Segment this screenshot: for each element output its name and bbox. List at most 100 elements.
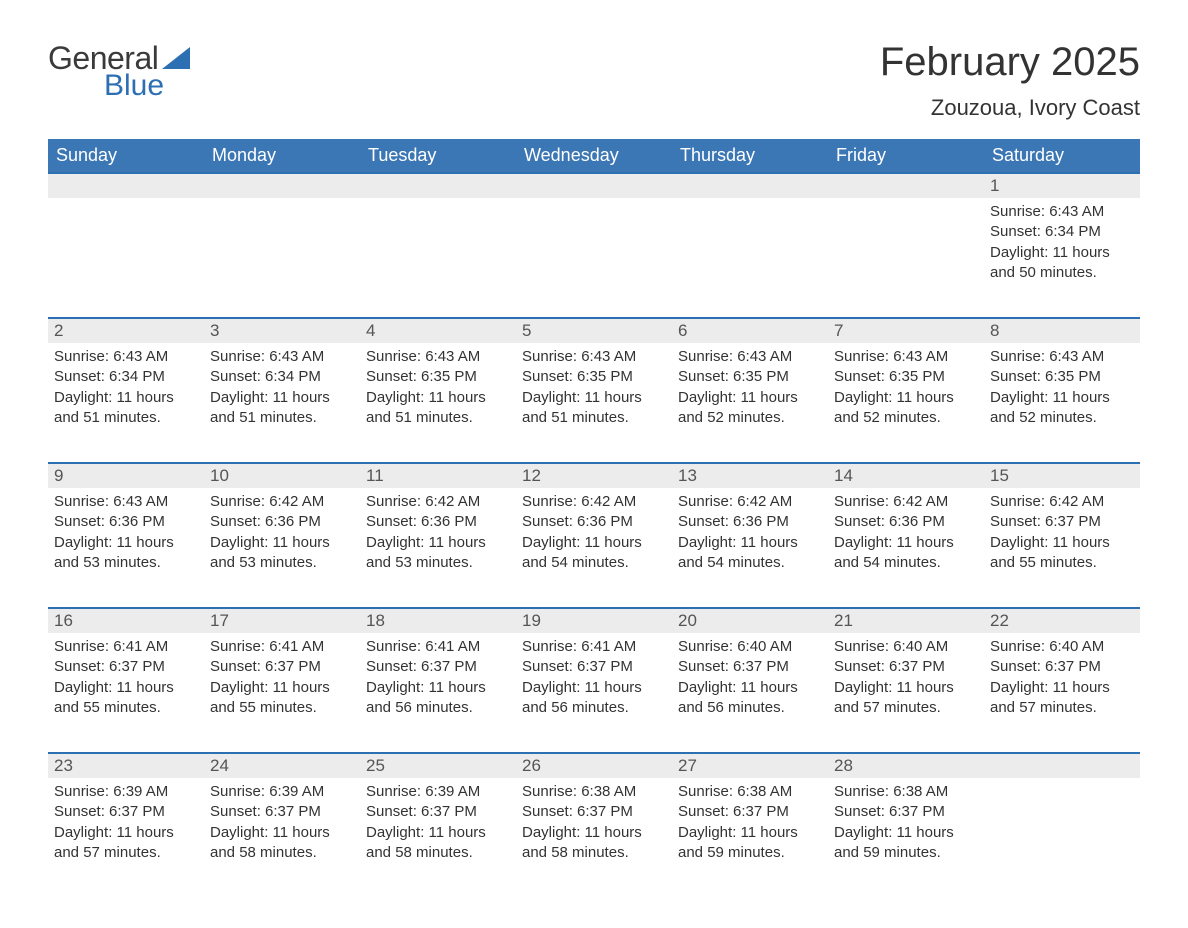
- day-cell: [204, 198, 360, 308]
- day-number-cell: 8: [984, 318, 1140, 343]
- day-data-row: Sunrise: 6:39 AMSunset: 6:37 PMDaylight:…: [48, 778, 1140, 888]
- day-cell: Sunrise: 6:42 AMSunset: 6:36 PMDaylight:…: [672, 488, 828, 598]
- day-number: 15: [984, 464, 1140, 488]
- sunrise-text: Sunrise: 6:41 AM: [366, 637, 510, 657]
- day-data-row: Sunrise: 6:43 AMSunset: 6:34 PMDaylight:…: [48, 343, 1140, 453]
- logo-triangle-icon: [162, 47, 190, 74]
- sunrise-text: Sunrise: 6:40 AM: [678, 637, 822, 657]
- daylight-text: Daylight: 11 hours and 53 minutes.: [366, 533, 510, 574]
- day-number: [672, 174, 828, 196]
- day-number: 2: [48, 319, 204, 343]
- day-number: [516, 174, 672, 196]
- sunrise-text: Sunrise: 6:39 AM: [366, 782, 510, 802]
- day-number-cell: 23: [48, 753, 204, 778]
- day-cell: Sunrise: 6:43 AMSunset: 6:35 PMDaylight:…: [828, 343, 984, 453]
- day-number: 4: [360, 319, 516, 343]
- day-cell: Sunrise: 6:43 AMSunset: 6:34 PMDaylight:…: [48, 343, 204, 453]
- logo-text-blue: Blue: [104, 69, 164, 103]
- day-data: Sunrise: 6:42 AMSunset: 6:36 PMDaylight:…: [828, 488, 984, 579]
- day-number-cell: 25: [360, 753, 516, 778]
- daynum-row: 232425262728: [48, 753, 1140, 778]
- day-cell: Sunrise: 6:42 AMSunset: 6:36 PMDaylight:…: [516, 488, 672, 598]
- sunrise-text: Sunrise: 6:41 AM: [210, 637, 354, 657]
- week-separator: [48, 598, 1140, 608]
- day-number: 1: [984, 174, 1140, 198]
- day-cell: [48, 198, 204, 308]
- day-data: Sunrise: 6:41 AMSunset: 6:37 PMDaylight:…: [48, 633, 204, 724]
- day-cell: Sunrise: 6:42 AMSunset: 6:37 PMDaylight:…: [984, 488, 1140, 598]
- day-number: 19: [516, 609, 672, 633]
- day-number: 10: [204, 464, 360, 488]
- day-number-cell: 28: [828, 753, 984, 778]
- day-data: Sunrise: 6:41 AMSunset: 6:37 PMDaylight:…: [204, 633, 360, 724]
- day-number-cell: [516, 173, 672, 198]
- daynum-row: 1: [48, 173, 1140, 198]
- sunset-text: Sunset: 6:37 PM: [522, 657, 666, 677]
- sunset-text: Sunset: 6:37 PM: [678, 802, 822, 822]
- daylight-text: Daylight: 11 hours and 55 minutes.: [990, 533, 1134, 574]
- daylight-text: Daylight: 11 hours and 58 minutes.: [210, 823, 354, 864]
- day-number-cell: 26: [516, 753, 672, 778]
- day-data: Sunrise: 6:42 AMSunset: 6:36 PMDaylight:…: [672, 488, 828, 579]
- day-cell: Sunrise: 6:43 AMSunset: 6:35 PMDaylight:…: [984, 343, 1140, 453]
- day-data-row: Sunrise: 6:43 AMSunset: 6:34 PMDaylight:…: [48, 198, 1140, 308]
- day-cell: Sunrise: 6:39 AMSunset: 6:37 PMDaylight:…: [48, 778, 204, 888]
- day-cell: Sunrise: 6:41 AMSunset: 6:37 PMDaylight:…: [48, 633, 204, 743]
- day-number: [984, 754, 1140, 776]
- daylight-text: Daylight: 11 hours and 58 minutes.: [366, 823, 510, 864]
- day-number: 18: [360, 609, 516, 633]
- sunrise-text: Sunrise: 6:42 AM: [210, 492, 354, 512]
- day-number-cell: 13: [672, 463, 828, 488]
- location: Zouzoua, Ivory Coast: [880, 95, 1140, 121]
- day-data: Sunrise: 6:40 AMSunset: 6:37 PMDaylight:…: [672, 633, 828, 724]
- day-data: Sunrise: 6:38 AMSunset: 6:37 PMDaylight:…: [828, 778, 984, 869]
- day-number: 20: [672, 609, 828, 633]
- day-data: Sunrise: 6:43 AMSunset: 6:34 PMDaylight:…: [204, 343, 360, 434]
- day-number: 28: [828, 754, 984, 778]
- day-cell: [828, 198, 984, 308]
- day-number: [828, 174, 984, 196]
- sunset-text: Sunset: 6:34 PM: [990, 222, 1134, 242]
- day-data: Sunrise: 6:40 AMSunset: 6:37 PMDaylight:…: [828, 633, 984, 724]
- week-separator: [48, 453, 1140, 463]
- day-cell: Sunrise: 6:43 AMSunset: 6:36 PMDaylight:…: [48, 488, 204, 598]
- day-data: Sunrise: 6:42 AMSunset: 6:36 PMDaylight:…: [204, 488, 360, 579]
- day-cell: Sunrise: 6:43 AMSunset: 6:35 PMDaylight:…: [360, 343, 516, 453]
- sunrise-text: Sunrise: 6:38 AM: [834, 782, 978, 802]
- day-data: Sunrise: 6:43 AMSunset: 6:35 PMDaylight:…: [516, 343, 672, 434]
- day-number: 13: [672, 464, 828, 488]
- daylight-text: Daylight: 11 hours and 57 minutes.: [834, 678, 978, 719]
- day-data: Sunrise: 6:38 AMSunset: 6:37 PMDaylight:…: [516, 778, 672, 869]
- sunset-text: Sunset: 6:37 PM: [210, 802, 354, 822]
- day-data: Sunrise: 6:41 AMSunset: 6:37 PMDaylight:…: [516, 633, 672, 724]
- day-number-cell: 20: [672, 608, 828, 633]
- day-number-cell: 14: [828, 463, 984, 488]
- sunrise-text: Sunrise: 6:42 AM: [990, 492, 1134, 512]
- sunset-text: Sunset: 6:37 PM: [834, 657, 978, 677]
- sunrise-text: Sunrise: 6:39 AM: [210, 782, 354, 802]
- weekday-header: Tuesday: [360, 139, 516, 173]
- sunrise-text: Sunrise: 6:43 AM: [54, 347, 198, 367]
- day-cell: [360, 198, 516, 308]
- day-cell: Sunrise: 6:41 AMSunset: 6:37 PMDaylight:…: [204, 633, 360, 743]
- day-number: 25: [360, 754, 516, 778]
- day-number-cell: 16: [48, 608, 204, 633]
- daylight-text: Daylight: 11 hours and 59 minutes.: [678, 823, 822, 864]
- sunset-text: Sunset: 6:35 PM: [678, 367, 822, 387]
- day-cell: Sunrise: 6:41 AMSunset: 6:37 PMDaylight:…: [516, 633, 672, 743]
- day-data: Sunrise: 6:43 AMSunset: 6:35 PMDaylight:…: [984, 343, 1140, 434]
- sunset-text: Sunset: 6:37 PM: [366, 657, 510, 677]
- weekday-header-row: SundayMondayTuesdayWednesdayThursdayFrid…: [48, 139, 1140, 173]
- day-number-cell: 6: [672, 318, 828, 343]
- day-data: Sunrise: 6:43 AMSunset: 6:36 PMDaylight:…: [48, 488, 204, 579]
- daylight-text: Daylight: 11 hours and 56 minutes.: [678, 678, 822, 719]
- sunset-text: Sunset: 6:36 PM: [522, 512, 666, 532]
- day-number: 17: [204, 609, 360, 633]
- day-cell: Sunrise: 6:41 AMSunset: 6:37 PMDaylight:…: [360, 633, 516, 743]
- calendar-table: SundayMondayTuesdayWednesdayThursdayFrid…: [48, 139, 1140, 888]
- day-number: 23: [48, 754, 204, 778]
- day-cell: Sunrise: 6:38 AMSunset: 6:37 PMDaylight:…: [828, 778, 984, 888]
- day-number-cell: [828, 173, 984, 198]
- day-number-cell: 1: [984, 173, 1140, 198]
- day-cell: Sunrise: 6:43 AMSunset: 6:34 PMDaylight:…: [984, 198, 1140, 308]
